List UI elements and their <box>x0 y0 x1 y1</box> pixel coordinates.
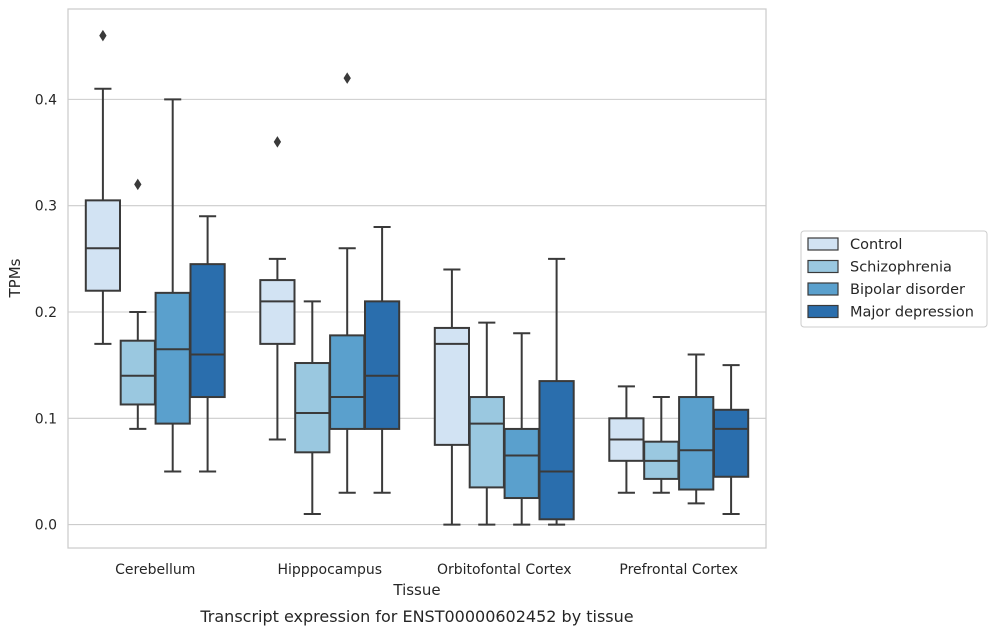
legend: Control Schizophrenia Bipolar disorder Majo… <box>800 230 988 328</box>
box-schizophrenia <box>643 396 680 494</box>
box-control <box>433 268 471 526</box>
legend-swatch <box>807 259 839 274</box>
box-major-depression <box>189 215 226 473</box>
box-bipolar-disorder <box>329 72 366 494</box>
box-schizophrenia <box>119 178 156 430</box>
box-iqr <box>468 396 505 489</box>
x-axis-ticks: Cerebellum Hipppocampus Orbitofontal Corte… <box>115 562 738 578</box>
box-schizophrenia <box>294 300 331 515</box>
outlier-point <box>99 29 107 42</box>
outlier-point <box>343 72 351 84</box>
box-iqr <box>189 263 226 399</box>
x-tick-label: Hipppocampus <box>277 562 382 578</box>
legend-entry-label: Major depression <box>850 305 974 321</box>
y-tick-label: 0.1 <box>35 411 57 427</box>
y-tick-label: 0.2 <box>35 305 57 321</box>
legend-swatch <box>807 304 839 319</box>
box-iqr <box>433 326 471 446</box>
box-iqr <box>329 334 366 430</box>
legend-entry-label: Bipolar disorder <box>850 282 965 298</box>
box-major-depression <box>538 257 575 526</box>
figure-caption: Transcript expression for ENST0000060245… <box>199 607 633 626</box>
box-bipolar-disorder <box>678 353 715 505</box>
y-axis-ticks: 0.0 0.1 0.2 0.3 0.4 <box>35 92 57 533</box>
y-tick-label: 0.0 <box>35 518 57 534</box>
box-iqr <box>154 291 191 425</box>
box-bipolar-disorder <box>503 332 540 526</box>
x-axis-label: Tissue <box>392 581 440 599</box>
legend-entry-label: Schizophrenia <box>850 260 952 276</box>
box-iqr <box>294 362 331 454</box>
box-control <box>84 29 122 345</box>
legend-swatch <box>807 282 839 296</box>
plot-frame <box>67 8 767 549</box>
box-iqr <box>259 279 296 345</box>
box-iqr <box>84 199 122 292</box>
legend-frame <box>800 230 988 328</box>
box-control <box>608 385 645 494</box>
box-iqr <box>119 339 156 406</box>
box-major-depression <box>712 364 750 515</box>
outlier-point <box>273 136 282 148</box>
box-iqr <box>538 380 575 521</box>
legend-swatch <box>807 237 839 251</box>
box-iqr <box>712 408 750 478</box>
x-tick-label: Prefrontal Cortex <box>619 562 738 578</box>
box-iqr <box>363 300 401 430</box>
box-control <box>259 136 296 441</box>
outlier-point <box>134 178 142 191</box>
box-bipolar-disorder <box>154 98 191 473</box>
box-schizophrenia <box>468 321 505 526</box>
box-iqr <box>678 396 715 491</box>
box-iqr <box>503 427 540 500</box>
y-axis-label: TPMs <box>6 258 24 298</box>
box-major-depression <box>363 225 401 494</box>
x-tick-label: Cerebellum <box>115 562 195 578</box>
y-tick-label: 0.4 <box>35 92 57 108</box>
y-tick-label: 0.3 <box>35 199 57 215</box>
boxes <box>84 29 750 526</box>
x-tick-label: Orbitofontal Cortex <box>437 562 572 578</box>
legend-entry-label: Control <box>850 237 902 253</box>
